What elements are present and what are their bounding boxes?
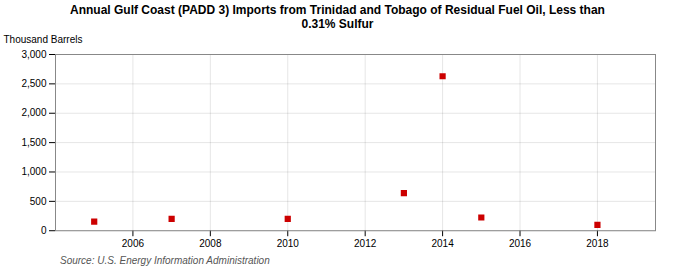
svg-text:1,000: 1,000 bbox=[21, 166, 46, 177]
svg-text:1,500: 1,500 bbox=[21, 137, 46, 148]
svg-text:3,000: 3,000 bbox=[21, 48, 46, 59]
svg-text:500: 500 bbox=[30, 195, 47, 206]
html-text:Source: U.S. Energy Informatio: Source: U.S. Energy Information Administ… bbox=[60, 255, 270, 266]
svg-text:2,000: 2,000 bbox=[21, 107, 46, 118]
svg-text:2012: 2012 bbox=[354, 238, 377, 249]
svg-text:2,500: 2,500 bbox=[21, 78, 46, 89]
svg-text:2008: 2008 bbox=[199, 238, 222, 249]
svg-text:2018: 2018 bbox=[586, 238, 609, 249]
svg-text:2016: 2016 bbox=[509, 238, 532, 249]
svg-text:2006: 2006 bbox=[122, 238, 145, 249]
html-text:Annual Gulf Coast (PADD 3) Imp: Annual Gulf Coast (PADD 3) Imports from … bbox=[70, 3, 605, 32]
svg-text:2010: 2010 bbox=[277, 238, 300, 249]
svg-text:0: 0 bbox=[41, 225, 47, 236]
svg-text:Thousand Barrels: Thousand Barrels bbox=[4, 33, 83, 44]
svg-text:2014: 2014 bbox=[431, 238, 454, 249]
